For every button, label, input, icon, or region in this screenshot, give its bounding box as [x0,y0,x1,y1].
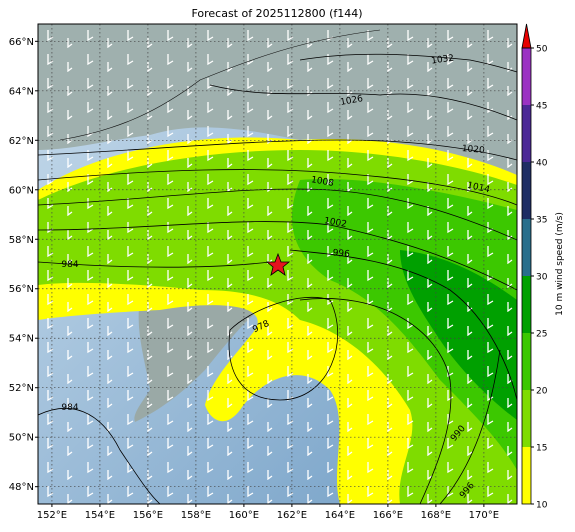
colorbar-segment [522,48,531,105]
y-tick-label: 52°N [9,383,34,394]
x-tick-label: 168°E [421,510,451,521]
colorbar-tick-label: 30 [536,273,548,283]
x-tick-label: 156°E [133,510,163,521]
x-tick-label: 160°E [229,510,259,521]
colorbar-tick-label: 15 [536,444,547,454]
x-tick-label: 162°E [277,510,307,521]
x-tick-label: 154°E [85,510,115,521]
map-axes: 152°E 154°E 156°E 158°E 160°E 162°E 164°E 166°E… [9,37,499,521]
colorbar-extend [521,23,532,49]
y-tick-label: 50°N [9,433,34,444]
colorbar-label: 10 m wind speed (m/s) [555,212,565,316]
isobars [38,29,517,504]
colorbar-segment [522,162,531,219]
colorbar: 10 15 20 25 30 35 40 45 50 [521,23,548,511]
x-tick-label: 152°E [37,510,67,521]
x-tick-label: 166°E [373,510,403,521]
colorbar-segment [522,276,531,333]
isobar-label: 1026 [340,94,365,108]
isobar-label: 996 [332,248,350,259]
isobar-label: 1008 [310,175,335,189]
isobar-label: 1032 [431,53,455,66]
location-star [265,252,291,276]
map-frame [37,23,518,505]
map-area: 1032102610201014100810029969849789849909… [38,24,517,504]
y-tick-label: 60°N [9,185,34,196]
y-tick-label: 56°N [9,284,34,295]
isobar-label: 984 [61,403,78,413]
colorbar-segment [522,447,531,504]
y-tick-label: 58°N [9,235,34,246]
colorbar-segment [522,390,531,447]
colorbar-tick-label: 20 [536,387,548,397]
colorbar-tick-label: 25 [536,330,547,340]
colorbar-tick-label: 40 [536,159,548,169]
colorbar-segment [522,333,531,390]
colorbar-tick-label: 35 [536,216,547,226]
colorbar-segment [522,105,531,162]
y-tick-label: 66°N [9,37,34,48]
y-tick-label: 64°N [9,86,34,97]
x-tick-label: 170°E [469,510,499,521]
graticule [38,24,517,504]
colorbar-segment [522,219,531,276]
colorbar-tick-label: 45 [536,102,547,112]
isobar-label: 1020 [461,144,485,156]
isobar-label: 1002 [323,216,347,230]
y-tick-label: 62°N [9,136,34,147]
y-tick-label: 48°N [9,482,34,493]
colorbar-tick-label: 50 [536,45,548,55]
colorbar-tick-label: 10 [536,501,548,511]
x-tick-label: 164°E [325,510,355,521]
y-tick-label: 54°N [9,334,34,345]
map-title: Forecast of 2025112800 (f144) [191,7,362,20]
isobar-label: 984 [61,260,78,270]
isobar-label: 1014 [466,181,491,196]
x-tick-label: 158°E [181,510,211,521]
